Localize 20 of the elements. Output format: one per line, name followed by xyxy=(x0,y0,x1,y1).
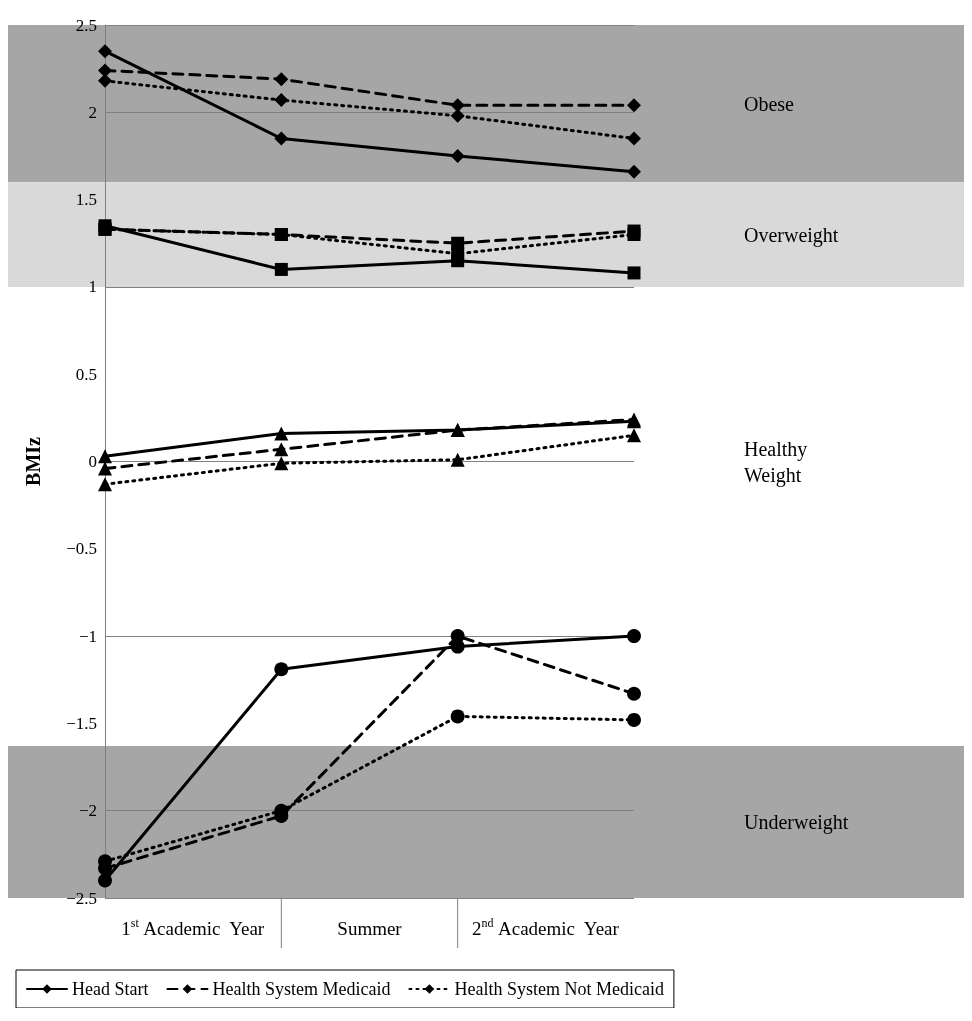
y-tick-label: 1.5 xyxy=(75,190,97,210)
y-tick-label: 0 xyxy=(88,452,97,471)
legend-label: Head Start xyxy=(72,979,149,999)
y-axis-title: BMIz xyxy=(22,436,44,486)
legend-label: Health System Not Medicaid xyxy=(454,979,664,999)
band-label: Overweight xyxy=(744,223,839,247)
text: Healthy Weight xyxy=(744,437,808,487)
y-tick-label: −2 xyxy=(78,801,97,821)
y-tick-label: −2.5 xyxy=(66,888,97,908)
y-tick-label: −1 xyxy=(78,626,97,646)
y-tick-label: −1.5 xyxy=(66,713,97,733)
y-tick-label: 2 xyxy=(88,102,97,122)
y-tick-label: 1 xyxy=(88,277,97,297)
band-label: Underweight xyxy=(744,811,849,835)
text: Summer xyxy=(337,917,403,939)
legend-label: Health System Medicaid xyxy=(212,979,391,999)
band-label: Obese xyxy=(744,92,795,115)
y-tick-label: 0.5 xyxy=(75,364,97,384)
y-tick-label: 2.5 xyxy=(75,15,97,35)
y-tick-label: −0.5 xyxy=(66,539,97,559)
